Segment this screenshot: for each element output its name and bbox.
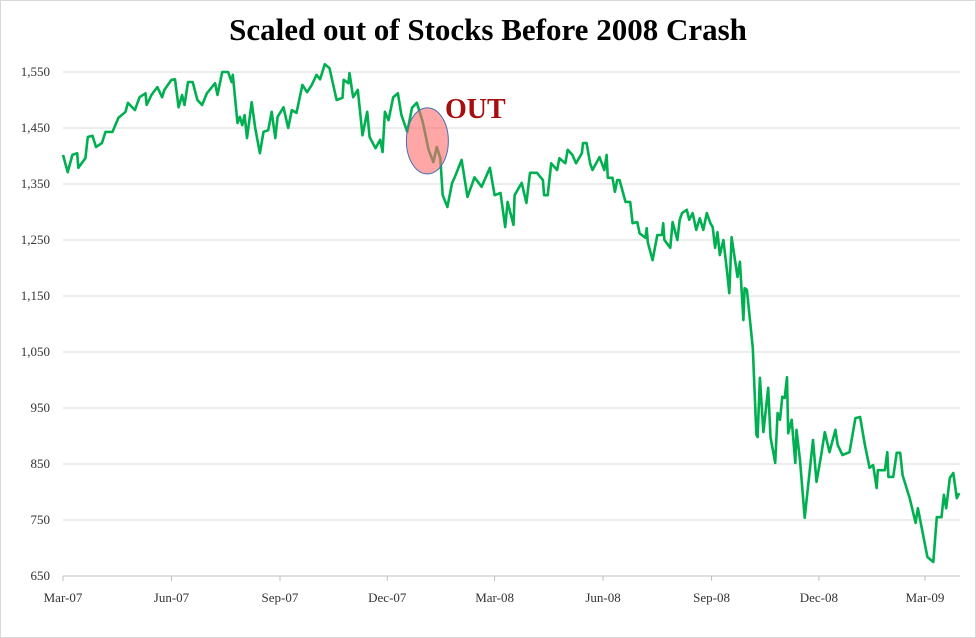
y-tick-label: 1,250 <box>21 232 50 247</box>
price-line <box>61 62 961 564</box>
x-axis: Mar-07 Jun-07 Sep-07 Dec-07 Mar-08 Jun-08 Sep-… <box>44 575 960 605</box>
y-tick-label: 1,350 <box>21 176 50 191</box>
x-tick-label: Jun-07 <box>154 590 190 605</box>
y-tick-label: 650 <box>31 568 51 583</box>
y-tick-label: 1,050 <box>21 344 50 359</box>
y-tick-label: 850 <box>31 456 51 471</box>
x-tick-label: Dec-07 <box>368 590 407 605</box>
y-tick-label: 950 <box>31 400 51 415</box>
y-tick-label: 1,450 <box>21 120 50 135</box>
series <box>61 62 961 564</box>
out-annotation-label: OUT <box>445 94 506 125</box>
x-tick-label: Sep-07 <box>262 590 299 605</box>
y-axis: 650 750 850 950 1,050 1,150 1,250 1,350 1,450 1,5… <box>21 64 50 583</box>
out-marker-ellipse <box>405 107 449 175</box>
x-tick-label: Dec-08 <box>800 590 838 605</box>
chart-title: Scaled out of Stocks Before 2008 Crash <box>229 12 747 47</box>
y-tick-label: 1,150 <box>21 288 50 303</box>
x-tick-label: Sep-08 <box>693 590 730 605</box>
y-tick-label: 1,550 <box>21 64 50 79</box>
annotation: OUT <box>405 94 506 175</box>
x-tick-label: Mar-07 <box>44 590 83 605</box>
y-tick-label: 750 <box>31 512 51 527</box>
gridlines <box>63 71 960 521</box>
x-tick-label: Mar-08 <box>475 590 514 605</box>
x-tick-label: Jun-08 <box>585 590 620 605</box>
x-tick-label: Mar-09 <box>906 590 945 605</box>
